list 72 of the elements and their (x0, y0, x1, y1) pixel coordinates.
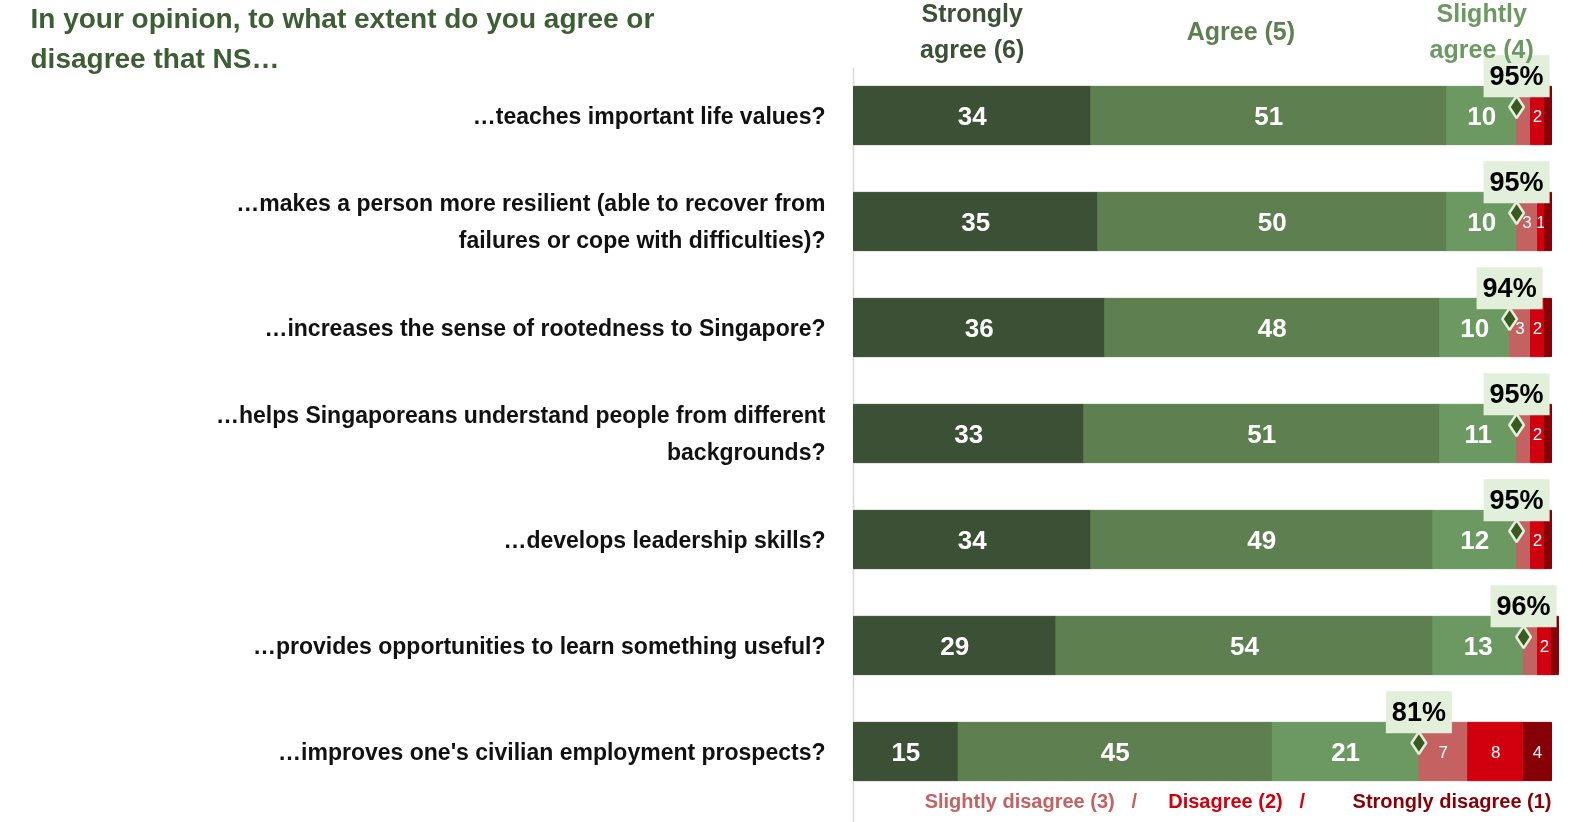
data-label: 15 (891, 736, 921, 767)
bar (1090, 509, 1434, 570)
data-label: 13 (1463, 630, 1493, 661)
data-label: 2 (1532, 318, 1543, 338)
data-label: 1 (1536, 212, 1546, 232)
bar (1467, 721, 1525, 782)
text: Slightly disagree (3) (924, 789, 1115, 812)
bar (853, 191, 1099, 252)
y-tick-label: …provides opportunities to learn something useful? (253, 632, 826, 659)
y-tick-label: …makes a person more resilient (able to recover from failures or cope with difficulties)? (236, 189, 826, 254)
data-label: 51 (1247, 418, 1277, 449)
data-label: 11 (1464, 418, 1492, 449)
bar (853, 297, 1106, 358)
data-label: 3 (1522, 212, 1532, 232)
data-label: 7 (1438, 742, 1449, 762)
data-label: 48 (1257, 312, 1287, 343)
annotation: / (1299, 789, 1306, 812)
data-label: 49 (1247, 524, 1277, 555)
bar (957, 721, 1273, 782)
bar (1090, 85, 1448, 146)
data-label: 36 (964, 312, 994, 343)
data-label: 95% (1489, 379, 1544, 410)
bar (1544, 297, 1552, 358)
y-tick-label: …increases the sense of rootedness to Singapore? (264, 314, 826, 341)
data-label: 12 (1460, 524, 1490, 555)
bar (853, 721, 959, 782)
data-label: 33 (954, 418, 984, 449)
text: Disagree (2) (1168, 789, 1283, 812)
bar (1083, 403, 1441, 464)
data-label: 2 (1532, 530, 1543, 550)
data-label: 21 (1331, 736, 1361, 767)
bar (1523, 721, 1552, 782)
series-label: Strongly disagree (1) (1352, 789, 1552, 812)
data-label: 2 (1532, 424, 1543, 444)
data-label: 81% (1391, 697, 1446, 728)
text: In your opinion, to what extent do you agree or disagree that NS… (30, 2, 655, 74)
data-label: 35 (961, 206, 991, 237)
data-label: 54 (1229, 630, 1260, 661)
data-label: 34 (957, 100, 988, 131)
bar (853, 615, 1057, 676)
data-label: 29 (940, 630, 970, 661)
data-label: 45 (1100, 736, 1130, 767)
data-label: 10 (1467, 100, 1497, 131)
data-label: 10 (1460, 312, 1490, 343)
series-label: Slightly agree (4) (1429, 0, 1534, 63)
bar (853, 85, 1092, 146)
y-tick-label: …improves one's civilian employment prospects? (278, 738, 826, 765)
annotation: / (1131, 789, 1138, 812)
data-label: 51 (1254, 100, 1284, 131)
data-label: 34 (957, 524, 988, 555)
series-label: Strongly agree (6) (920, 0, 1025, 63)
bar (853, 403, 1085, 464)
data-label: 95% (1489, 485, 1544, 516)
y-tick-label: …develops leadership skills? (503, 526, 826, 553)
data-label: 8 (1490, 742, 1501, 762)
data-label: 4 (1532, 742, 1543, 762)
data-label: 2 (1532, 106, 1543, 126)
data-label: 96% (1496, 591, 1551, 622)
bar (1097, 191, 1448, 252)
data-label: 10 (1467, 206, 1497, 237)
bar (1055, 615, 1434, 676)
data-label: 50 (1257, 206, 1287, 237)
data-label: 2 (1539, 636, 1550, 656)
data-label: 3 (1515, 318, 1525, 338)
data-label: 94% (1482, 273, 1537, 304)
data-label: 95% (1489, 167, 1544, 198)
bar (1104, 297, 1441, 358)
y-tick-label: …helps Singaporeans understand people from different backgrounds? (215, 401, 826, 466)
series-label: Agree (5) (1186, 16, 1296, 45)
bar (853, 509, 1092, 570)
y-tick-label: …teaches important life values? (472, 102, 826, 129)
bar (1271, 721, 1420, 782)
